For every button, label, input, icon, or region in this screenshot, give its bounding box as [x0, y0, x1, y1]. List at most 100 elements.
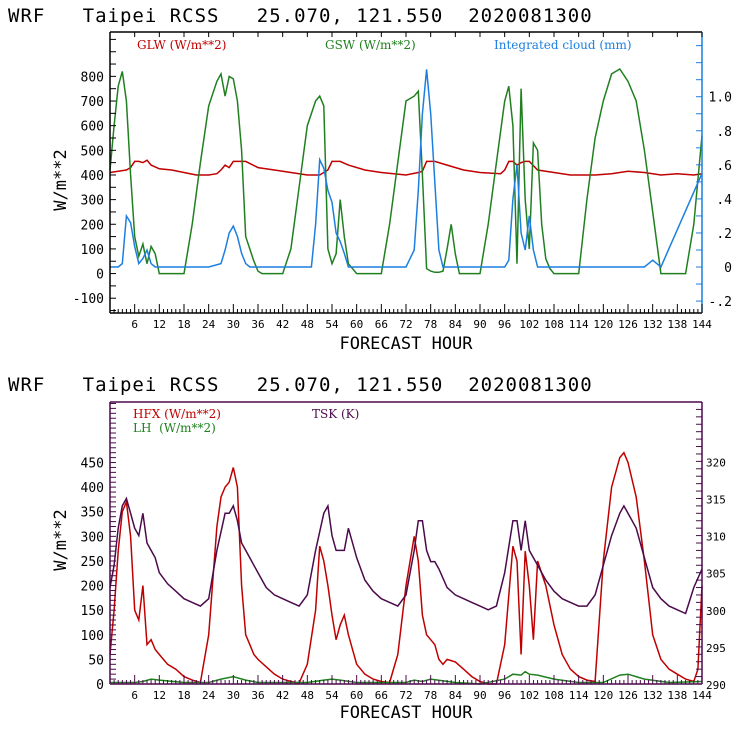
x-tick-label: 54 — [325, 318, 339, 331]
x-tick-label: 72 — [399, 689, 412, 702]
x-tick-label: 24 — [202, 689, 216, 702]
x-tick-label: 132 — [643, 318, 663, 331]
x-tick-label: 12 — [153, 318, 166, 331]
y-tick-label: 600 — [81, 120, 104, 135]
y-tick-label: 0 — [96, 678, 104, 693]
y-tick-label: 150 — [81, 604, 104, 619]
x-tick-label: 84 — [449, 318, 463, 331]
x-tick-label: 12 — [153, 689, 166, 702]
y2-tick-label: 300 — [706, 605, 726, 618]
x-tick-label: 36 — [251, 689, 264, 702]
x-tick-label: 6 — [131, 689, 138, 702]
series-line-hfx — [109, 451, 703, 685]
legend-cloud: Integrated cloud (mm) — [494, 38, 632, 52]
y2-tick-label: 290 — [706, 679, 726, 692]
x-tick-label: 42 — [276, 689, 289, 702]
x-tick-label: 114 — [569, 318, 589, 331]
y2-tick-label: 320 — [706, 456, 726, 469]
radiation-cloud-chart: WRF Taipei RCSS 25.070, 121.550 20200813… — [8, 5, 732, 354]
y2-tick-label: -.2 — [709, 295, 732, 310]
x-axis-label: FORECAST HOUR — [339, 703, 473, 723]
legend-lh: LH (W/m**2) — [133, 421, 216, 435]
x-tick-label: 54 — [325, 689, 339, 702]
legend-tsk: TSK (K) — [312, 407, 359, 421]
y2-tick-label: 315 — [706, 493, 726, 506]
y-tick-label: 250 — [81, 555, 104, 570]
y-tick-label: -100 — [73, 292, 104, 307]
legend-gsw: GSW (W/m**2) — [325, 38, 416, 52]
y-axis-label: W/m**2 — [51, 509, 71, 570]
x-tick-label: 102 — [519, 318, 539, 331]
y-tick-label: 200 — [81, 218, 104, 233]
x-tick-label: 114 — [569, 689, 589, 702]
series-line-gsw — [109, 67, 703, 275]
x-tick-label: 90 — [473, 689, 486, 702]
y2-tick-label: .2 — [716, 227, 732, 242]
y-tick-label: 200 — [81, 580, 104, 595]
x-tick-label: 30 — [227, 318, 240, 331]
y-tick-label: 400 — [81, 169, 104, 184]
x-tick-label: 60 — [350, 689, 363, 702]
x-tick-label: 96 — [498, 689, 511, 702]
y2-tick-label: .8 — [716, 125, 732, 140]
y2-tick-label: 295 — [706, 642, 726, 655]
x-tick-label: 126 — [618, 689, 638, 702]
x-tick-label: 96 — [498, 318, 511, 331]
x-tick-label: 78 — [424, 689, 437, 702]
x-tick-label: 144 — [692, 689, 712, 702]
x-tick-label: 120 — [593, 689, 613, 702]
x-tick-label: 72 — [399, 318, 412, 331]
y-tick-label: 300 — [81, 194, 104, 209]
legend-hfx: HFX (W/m**2) — [133, 407, 221, 421]
y-tick-label: 300 — [81, 530, 104, 545]
x-tick-label: 132 — [643, 689, 663, 702]
plot-area: 6 12 18 24 30 36 42 48 54 60 66 72 78 84 90 96 102 108 114… — [73, 31, 732, 331]
x-tick-label: 24 — [202, 318, 216, 331]
y2-tick-label: 1.0 — [709, 91, 732, 106]
x-tick-label: 66 — [375, 689, 388, 702]
y-tick-label: 500 — [81, 144, 104, 159]
y-axis-label: W/m**2 — [51, 149, 71, 210]
x-tick-label: 42 — [276, 318, 289, 331]
y-tick-label: 700 — [81, 95, 104, 110]
y-tick-label: 100 — [81, 243, 104, 258]
x-tick-label: 144 — [692, 318, 712, 331]
plot-area: 6 12 18 24 30 36 42 48 54 60 66 72 78 84 90 96 102 108 114… — [81, 401, 726, 702]
y-tick-label: 100 — [81, 629, 104, 644]
x-tick-label: 60 — [350, 318, 363, 331]
y-tick-label: 450 — [81, 457, 104, 472]
y-tick-label: 0 — [96, 268, 104, 283]
y2-tick-label: .4 — [716, 193, 732, 208]
series-line-integrated — [110, 69, 703, 269]
x-tick-label: 90 — [473, 318, 486, 331]
chart-title: WRF Taipei RCSS 25.070, 121.550 20200813… — [8, 374, 593, 396]
x-tick-label: 18 — [177, 689, 190, 702]
legend-glw: GLW (W/m**2) — [137, 38, 226, 52]
x-tick-label: 48 — [301, 689, 314, 702]
x-tick-label: 120 — [593, 318, 613, 331]
x-tick-label: 102 — [519, 689, 539, 702]
y-tick-label: 50 — [88, 653, 104, 668]
x-tick-label: 30 — [227, 689, 240, 702]
series-line-tsk — [109, 496, 703, 615]
x-tick-label: 18 — [177, 318, 190, 331]
x-tick-label: 78 — [424, 318, 437, 331]
x-tick-label: 138 — [667, 318, 687, 331]
y2-tick-label: 0 — [724, 261, 732, 276]
x-tick-label: 6 — [131, 318, 138, 331]
x-tick-label: 36 — [251, 318, 264, 331]
x-tick-label: 108 — [544, 689, 564, 702]
y2-tick-label: 310 — [706, 531, 726, 544]
y-tick-label: 400 — [81, 481, 104, 496]
x-tick-label: 108 — [544, 318, 564, 331]
x-tick-label: 126 — [618, 318, 638, 331]
x-tick-label: 48 — [301, 318, 314, 331]
y-tick-label: 800 — [81, 70, 104, 85]
series-line-glw — [109, 159, 703, 176]
x-tick-label: 138 — [667, 689, 687, 702]
x-axis-label: FORECAST HOUR — [339, 334, 473, 354]
y-tick-label: 350 — [81, 506, 104, 521]
flux-skin-temp-chart: WRF Taipei RCSS 25.070, 121.550 20200813… — [8, 374, 726, 723]
y2-tick-label: 305 — [706, 568, 726, 581]
